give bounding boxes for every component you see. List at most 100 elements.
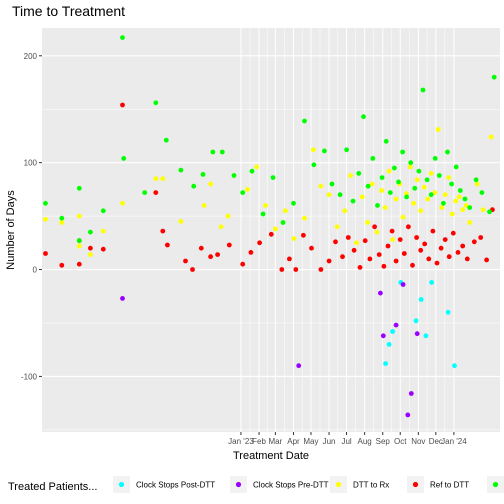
x-tick-label: Jan '23 [228, 437, 254, 446]
point-dtt-to-rx [100, 228, 106, 234]
point-ref-to-rx [291, 200, 296, 206]
point-ref-to-rx [100, 208, 106, 214]
point-ref-to-dtt [385, 243, 391, 249]
point-ref-to-rx [436, 173, 442, 178]
point-dtt-to-rx [453, 198, 459, 204]
point-ref-to-dtt [450, 230, 456, 236]
point-ref-to-dtt [160, 228, 166, 234]
point-ref-to-rx [142, 190, 148, 196]
point-clock-stops-post-dtt [423, 333, 429, 339]
point-dtt-to-rx [432, 190, 438, 196]
legend-label-ref-to-dtt: Ref to DTT [430, 481, 469, 490]
y-tick-label: -100 [21, 372, 38, 381]
point-ref-to-rx [375, 203, 380, 208]
point-ref-to-dtt [434, 260, 440, 266]
point-ref-to-rx [365, 183, 371, 189]
point-ref-to-rx [260, 211, 266, 217]
point-ref-to-dtt [410, 262, 415, 268]
point-dtt-to-rx [460, 207, 466, 213]
point-ref-to-rx [361, 114, 366, 120]
x-tick-label: Dec [429, 437, 443, 446]
point-ref-to-rx [280, 220, 286, 225]
point-dtt-to-rx [88, 252, 93, 257]
point-dtt-to-rx [354, 240, 359, 246]
point-dtt-to-rx [386, 168, 392, 174]
point-ref-to-dtt [397, 237, 403, 243]
point-ref-to-rx [424, 177, 430, 183]
point-ref-to-dtt [418, 247, 424, 253]
point-ref-to-rx [200, 172, 206, 177]
point-ref-to-dtt [165, 242, 170, 248]
point-ref-to-dtt [318, 267, 324, 272]
point-ref-to-rx [311, 162, 317, 168]
point-ref-to-dtt [248, 250, 254, 255]
point-ref-to-rx [43, 200, 48, 206]
point-clock-stops-post-dtt [390, 329, 395, 334]
point-ref-to-dtt [333, 239, 338, 245]
point-ref-to-dtt [381, 263, 387, 269]
point-ref-to-dtt [414, 235, 419, 240]
point-clock-stops-pre-dtt [393, 322, 399, 328]
point-ref-to-rx [219, 149, 225, 155]
legend-label-clock-stops-post-dtt: Clock Stops Post-DTT [136, 481, 215, 490]
legend-swatch-ref-to-dtt [412, 481, 419, 488]
point-ref-to-rx [302, 118, 307, 124]
y-tick-label: 100 [24, 159, 38, 168]
y-tick-label: 0 [33, 266, 38, 275]
point-ref-to-rx [329, 181, 335, 187]
point-ref-to-rx [121, 156, 127, 161]
legend: Treated Patients... Clock Stops Post-DTT… [8, 476, 504, 493]
x-tick-label: Jul [341, 437, 351, 446]
point-ref-to-dtt [268, 231, 274, 237]
x-tick-label: Oct [394, 437, 407, 446]
point-ref-to-dtt [362, 238, 368, 244]
y-axis-title: Number of Days [5, 190, 17, 270]
point-ref-to-dtt [464, 256, 470, 262]
point-ref-to-rx [76, 238, 82, 244]
point-ref-to-rx [487, 209, 492, 215]
x-tick-label: Jan '24 [441, 437, 467, 446]
point-ref-to-rx [449, 181, 454, 187]
point-ref-to-rx [178, 167, 184, 173]
point-ref-to-dtt [43, 251, 48, 256]
point-dtt-to-rx [120, 200, 125, 206]
point-ref-to-rx [76, 185, 82, 191]
point-ref-to-dtt [460, 243, 466, 249]
point-dtt-to-rx [456, 194, 462, 200]
point-ref-to-rx [59, 215, 65, 221]
point-dtt-to-rx [425, 196, 431, 202]
point-clock-stops-pre-dtt [400, 282, 406, 287]
point-ref-to-rx [491, 74, 497, 80]
legend-label-dtt-to-rx: DTT to Rx [353, 481, 389, 490]
x-tick-label: Jun [323, 437, 336, 446]
point-ref-to-dtt [100, 246, 106, 252]
point-ref-to-rx [240, 190, 246, 196]
point-ref-to-rx [88, 229, 93, 235]
x-tick-label: Mar [268, 437, 282, 446]
chart-title: Time to Treatment [12, 3, 125, 19]
point-ref-to-dtt [430, 228, 436, 234]
point-ref-to-rx [270, 175, 276, 181]
point-ref-to-rx [120, 35, 125, 40]
point-ref-to-rx [467, 205, 473, 211]
point-ref-to-dtt [59, 262, 65, 268]
legend-swatch-clock-stops-pre-dtt [235, 481, 242, 488]
y-axis-ticks: -100 0 100 200 [21, 52, 42, 381]
legend-swatch-dtt-to-rx [335, 481, 342, 488]
point-ref-to-dtt [287, 256, 292, 262]
point-ref-to-dtt [455, 250, 461, 255]
point-dtt-to-rx [160, 176, 166, 182]
point-dtt-to-rx [369, 181, 375, 187]
point-ref-to-dtt [208, 254, 214, 260]
legend-title: Treated Patients... [8, 481, 97, 493]
grid-lines [42, 28, 500, 432]
point-dtt-to-rx [474, 181, 480, 187]
point-ref-to-dtt [183, 258, 188, 264]
point-dtt-to-rx [463, 203, 469, 208]
point-dtt-to-rx [245, 187, 250, 192]
point-dtt-to-rx [153, 176, 159, 182]
x-tick-label: Nov [411, 437, 425, 446]
point-clock-stops-post-dtt [429, 280, 435, 285]
point-ref-to-rx [337, 192, 343, 198]
